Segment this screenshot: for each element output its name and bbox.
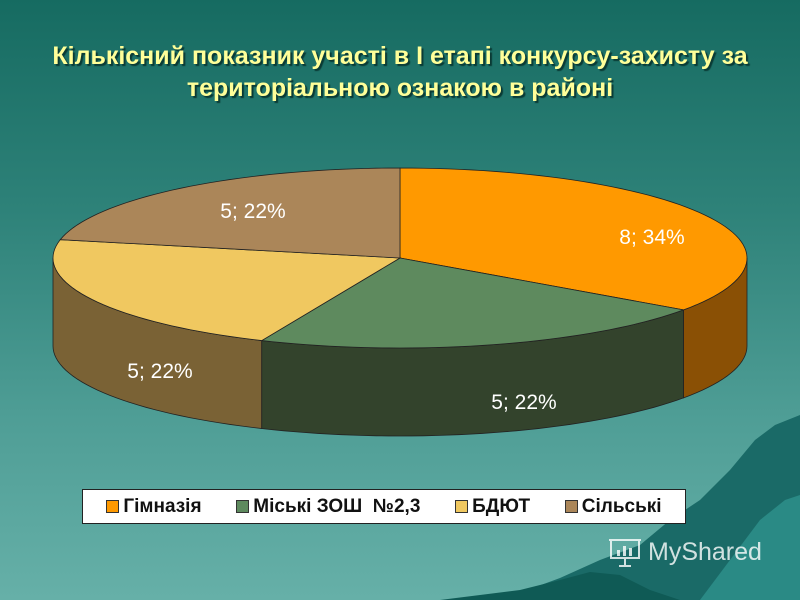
legend-swatch-bdyut xyxy=(455,500,469,513)
legend-label-city-schools: Міські ЗОШ №2,3 xyxy=(253,495,421,517)
legend-item-city-schools: Міські ЗОШ №2,3 xyxy=(236,496,420,518)
legend-label-gymnasium: Гімназія xyxy=(123,495,202,517)
legend-label-bdyut: БДЮТ xyxy=(472,495,531,517)
legend-label-rural: Сільські xyxy=(581,495,662,517)
data-label-bdyut: 5; 22% xyxy=(127,360,192,383)
legend-swatch-rural xyxy=(564,500,578,513)
pie-slice-city-schools xyxy=(260,257,686,349)
legend-swatch-city-schools xyxy=(236,500,250,513)
mountain-ridge xyxy=(440,572,680,600)
legend-swatch-gymnasium xyxy=(106,500,120,513)
chart-title: Кількісний показник участі в І етапі кон… xyxy=(52,42,748,102)
watermark-text: MyShared xyxy=(648,537,762,566)
legend-item-bdyut: БДЮТ xyxy=(455,496,530,518)
legend-item-gymnasium: Гімназія xyxy=(106,495,202,518)
watermark: MyShared xyxy=(608,536,762,568)
chart-legend: Гімназія Міські ЗОШ №2,3 БДЮТ Сільські xyxy=(82,489,686,524)
mountain-range xyxy=(500,415,800,600)
data-label-gymnasium: 8; 34% xyxy=(619,226,684,249)
data-label-rural: 5; 22% xyxy=(220,200,285,223)
mountain-peak xyxy=(700,495,800,600)
legend-item-rural: Сільські xyxy=(564,495,662,518)
pie-slice-bdyut xyxy=(52,239,402,341)
data-label-city-schools: 5; 22% xyxy=(491,391,556,414)
presentation-icon xyxy=(609,539,641,567)
pie-slice-rural xyxy=(59,167,401,259)
pie-slice-gymnasium xyxy=(399,167,748,311)
